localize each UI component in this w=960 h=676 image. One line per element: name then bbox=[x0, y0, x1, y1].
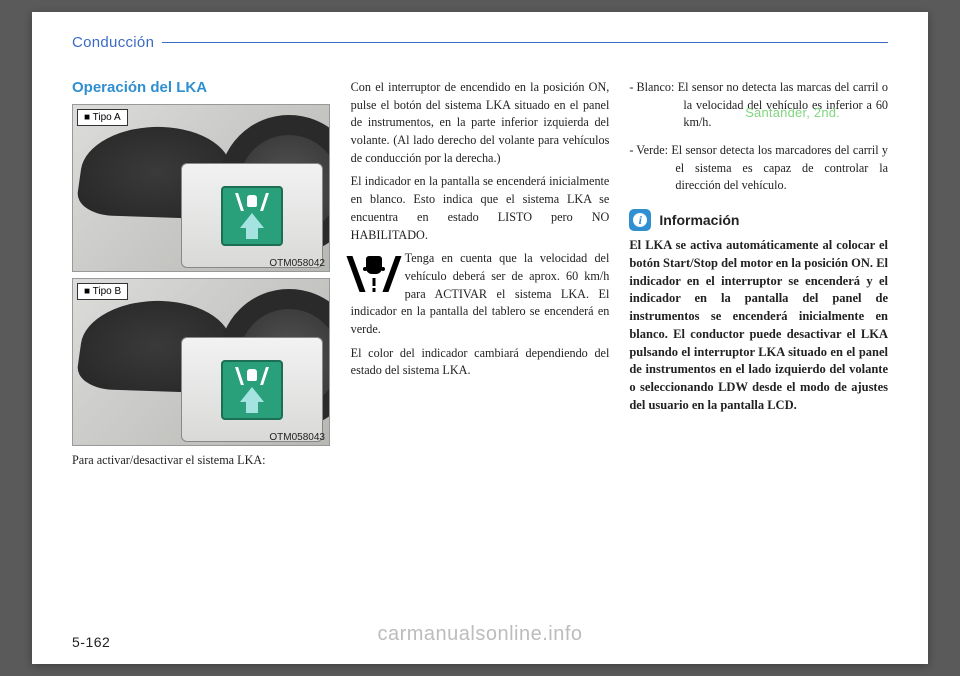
car-icon bbox=[247, 369, 257, 381]
figure-label-b: ■ Tipo B bbox=[77, 283, 128, 300]
list-item-verde: - Verde: El sensor detecta los marcadore… bbox=[629, 142, 888, 195]
manual-page: Conducción Santander, 2nd. Operación del… bbox=[32, 12, 928, 664]
figure-code-a: OTM058042 bbox=[269, 258, 325, 269]
lka-button-panel bbox=[181, 163, 323, 268]
lane-icon bbox=[232, 367, 272, 385]
figure-code-b: OTM058043 bbox=[269, 432, 325, 443]
paragraph: El color del indicador cambiará dependie… bbox=[351, 345, 610, 380]
page-number: 5-162 bbox=[72, 634, 110, 650]
info-body: El LKA se activa automáticamente al colo… bbox=[629, 237, 888, 415]
header-rule bbox=[162, 42, 888, 43]
content-columns: Operación del LKA ■ Tipo A OTM058042 ■ T… bbox=[72, 79, 888, 476]
column-2: Con el interruptor de encendido en la po… bbox=[351, 79, 610, 476]
list-text: El sensor detecta los marcadores del car… bbox=[671, 143, 888, 192]
section-title: Operación del LKA bbox=[72, 79, 331, 96]
arrow-up-icon bbox=[240, 387, 264, 402]
arrow-stem bbox=[246, 227, 258, 239]
arrow-up-icon bbox=[240, 213, 264, 228]
arrow-stem bbox=[246, 401, 258, 413]
watermark-top-right: Santander, 2nd. bbox=[745, 105, 840, 120]
lka-button-icon bbox=[221, 360, 283, 420]
figure-tipo-a: ■ Tipo A OTM058042 bbox=[72, 104, 330, 272]
section-name: Conducción bbox=[72, 34, 154, 51]
column-3: - Blanco: El sensor no detecta las marca… bbox=[629, 79, 888, 476]
list-label: - Verde: bbox=[629, 142, 668, 160]
info-title: Información bbox=[659, 212, 739, 228]
figure-caption: Para activar/desactivar el sistema LKA: bbox=[72, 452, 331, 470]
paragraph: Con el interruptor de encendido en la po… bbox=[351, 79, 610, 167]
lka-button-panel bbox=[181, 337, 323, 442]
caption-text: Para activar/desactivar el sistema LKA: bbox=[72, 452, 331, 470]
car-icon bbox=[247, 195, 257, 207]
color-states-list: - Blanco: El sensor no detecta las marca… bbox=[629, 79, 888, 195]
figure-tipo-b: ■ Tipo B OTM058043 bbox=[72, 278, 330, 446]
paragraph: El indicador en la pantalla se encenderá… bbox=[351, 173, 610, 244]
lane-keeping-icon bbox=[351, 252, 397, 294]
page-header: Conducción bbox=[72, 34, 888, 51]
info-icon: i bbox=[633, 213, 647, 227]
lka-button-icon bbox=[221, 186, 283, 246]
watermark-bottom: carmanualsonline.info bbox=[377, 623, 582, 646]
info-badge: i bbox=[629, 209, 651, 231]
list-label: - Blanco: bbox=[629, 79, 674, 97]
paragraph-with-icon: Tenga en cuenta que la velocidad del veh… bbox=[351, 250, 610, 338]
lane-icon bbox=[232, 193, 272, 211]
figure-label-a: ■ Tipo A bbox=[77, 109, 128, 126]
info-heading-row: i Información bbox=[629, 209, 888, 231]
column-1: Operación del LKA ■ Tipo A OTM058042 ■ T… bbox=[72, 79, 331, 476]
